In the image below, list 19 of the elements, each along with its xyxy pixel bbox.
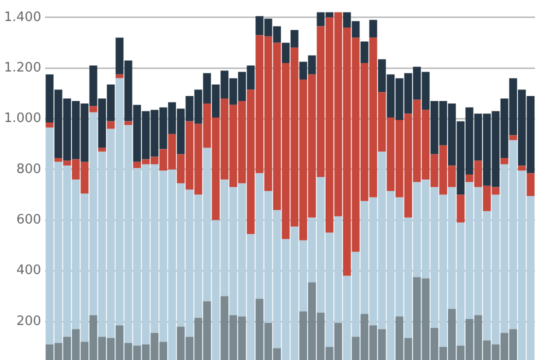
bar — [116, 74, 124, 78]
bar — [526, 173, 535, 196]
bar — [46, 122, 54, 128]
bar — [360, 41, 368, 63]
bar — [89, 106, 98, 112]
bar — [518, 166, 526, 171]
bar — [456, 194, 465, 223]
y-tick-label: 1.400 — [4, 10, 42, 25]
y-tick-label: 1.200 — [4, 60, 42, 76]
bar — [500, 158, 508, 164]
bar — [369, 20, 378, 38]
y-tick-label: 200 — [16, 314, 42, 329]
bar — [509, 135, 518, 140]
y-tick-label: 400 — [16, 263, 42, 278]
y-tick-label: 800 — [16, 162, 42, 177]
bar — [98, 148, 106, 152]
y-tick-label: 600 — [16, 212, 42, 228]
bar — [106, 121, 115, 129]
y-tick-label: 1.000 — [4, 111, 42, 126]
